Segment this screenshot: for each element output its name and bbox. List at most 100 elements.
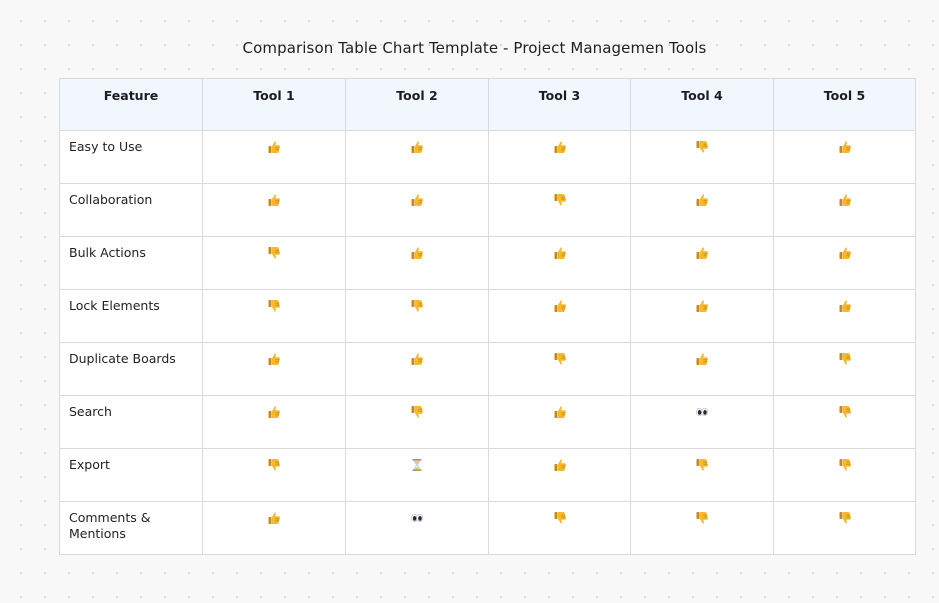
feature-cell[interactable]: Collaboration	[59, 183, 203, 237]
thumbs-down-icon	[838, 458, 852, 472]
thumbs-up-icon	[553, 246, 567, 260]
rating-cell[interactable]	[488, 342, 631, 396]
thumbs-up-icon	[267, 405, 281, 419]
thumbs-down-icon	[838, 511, 852, 525]
rating-cell[interactable]	[773, 236, 916, 290]
thumbs-down-icon	[695, 140, 709, 154]
rating-cell[interactable]	[202, 289, 346, 343]
rating-cell[interactable]	[773, 501, 916, 555]
thumbs-up-icon	[553, 299, 567, 313]
thumbs-up-icon	[267, 193, 281, 207]
rating-cell[interactable]	[630, 395, 774, 449]
thumbs-up-icon	[267, 511, 281, 525]
rating-cell[interactable]	[488, 395, 631, 449]
table-row: Duplicate Boards	[59, 342, 916, 396]
rating-cell[interactable]	[202, 130, 346, 184]
thumbs-up-icon	[695, 299, 709, 313]
thumbs-up-icon	[410, 193, 424, 207]
thumbs-up-icon	[410, 352, 424, 366]
thumbs-up-icon	[838, 140, 852, 154]
table-row: Search	[59, 395, 916, 449]
rating-cell[interactable]	[202, 183, 346, 237]
rating-cell[interactable]	[630, 448, 774, 502]
rating-cell[interactable]	[630, 183, 774, 237]
header-tool-4[interactable]: Tool 4	[630, 78, 774, 131]
rating-cell[interactable]	[202, 236, 346, 290]
thumbs-up-icon	[838, 299, 852, 313]
thumbs-down-icon	[267, 458, 281, 472]
feature-cell[interactable]: Easy to Use	[59, 130, 203, 184]
header-feature[interactable]: Feature	[59, 78, 203, 131]
thumbs-up-icon	[695, 246, 709, 260]
chart-title: Comparison Table Chart Template - Projec…	[242, 39, 707, 57]
rating-cell[interactable]	[488, 501, 631, 555]
rating-cell[interactable]	[345, 395, 489, 449]
rating-cell[interactable]	[773, 448, 916, 502]
rating-cell[interactable]	[773, 130, 916, 184]
header-tool-2[interactable]: Tool 2	[345, 78, 489, 131]
rating-cell[interactable]	[202, 395, 346, 449]
thumbs-up-icon	[267, 352, 281, 366]
thumbs-down-icon	[410, 299, 424, 313]
rating-cell[interactable]	[630, 501, 774, 555]
thumbs-up-icon	[695, 352, 709, 366]
feature-cell[interactable]: Lock Elements	[59, 289, 203, 343]
thumbs-up-icon	[553, 458, 567, 472]
thumbs-up-icon	[267, 140, 281, 154]
thumbs-down-icon	[838, 352, 852, 366]
rating-cell[interactable]	[630, 342, 774, 396]
rating-cell[interactable]	[345, 183, 489, 237]
rating-cell[interactable]	[345, 289, 489, 343]
thumbs-down-icon	[553, 352, 567, 366]
rating-cell[interactable]	[488, 183, 631, 237]
feature-cell[interactable]: Duplicate Boards	[59, 342, 203, 396]
header-tool-3[interactable]: Tool 3	[488, 78, 631, 131]
header-tool-5[interactable]: Tool 5	[773, 78, 916, 131]
thumbs-up-icon	[838, 246, 852, 260]
comparison-table: Feature Tool 1 Tool 2 Tool 3 Tool 4 Tool…	[59, 78, 916, 555]
thumbs-down-icon	[410, 405, 424, 419]
rating-cell[interactable]	[488, 289, 631, 343]
rating-cell[interactable]	[630, 130, 774, 184]
table-row: Export	[59, 448, 916, 502]
table-row: Comments & Mentions	[59, 501, 916, 555]
feature-cell[interactable]: Export	[59, 448, 203, 502]
rating-cell[interactable]	[488, 236, 631, 290]
rating-cell[interactable]	[345, 342, 489, 396]
header-row: Feature Tool 1 Tool 2 Tool 3 Tool 4 Tool…	[59, 78, 916, 131]
rating-cell[interactable]	[202, 448, 346, 502]
rating-cell[interactable]	[488, 130, 631, 184]
thumbs-down-icon	[553, 511, 567, 525]
hourglass-icon	[410, 458, 424, 472]
table-row: Collaboration	[59, 183, 916, 237]
rating-cell[interactable]	[488, 448, 631, 502]
eyes-icon	[410, 511, 424, 525]
rating-cell[interactable]	[630, 236, 774, 290]
feature-cell[interactable]: Bulk Actions	[59, 236, 203, 290]
rating-cell[interactable]	[773, 289, 916, 343]
rating-cell[interactable]	[345, 448, 489, 502]
rating-cell[interactable]	[345, 130, 489, 184]
table-row: Easy to Use	[59, 130, 916, 184]
thumbs-down-icon	[695, 458, 709, 472]
feature-cell[interactable]: Comments & Mentions	[59, 501, 203, 555]
rating-cell[interactable]	[202, 501, 346, 555]
thumbs-down-icon	[695, 511, 709, 525]
thumbs-down-icon	[838, 405, 852, 419]
feature-cell[interactable]: Search	[59, 395, 203, 449]
rating-cell[interactable]	[202, 342, 346, 396]
thumbs-up-icon	[410, 140, 424, 154]
thumbs-up-icon	[695, 193, 709, 207]
header-tool-1[interactable]: Tool 1	[202, 78, 346, 131]
rating-cell[interactable]	[773, 183, 916, 237]
rating-cell[interactable]	[773, 395, 916, 449]
rating-cell[interactable]	[345, 236, 489, 290]
thumbs-down-icon	[267, 246, 281, 260]
rating-cell[interactable]	[630, 289, 774, 343]
rating-cell[interactable]	[345, 501, 489, 555]
table-body: Easy to Use Collaboration Bulk Actions Lock…	[59, 130, 916, 555]
thumbs-down-icon	[553, 193, 567, 207]
rating-cell[interactable]	[773, 342, 916, 396]
eyes-icon	[695, 405, 709, 419]
thumbs-up-icon	[838, 193, 852, 207]
